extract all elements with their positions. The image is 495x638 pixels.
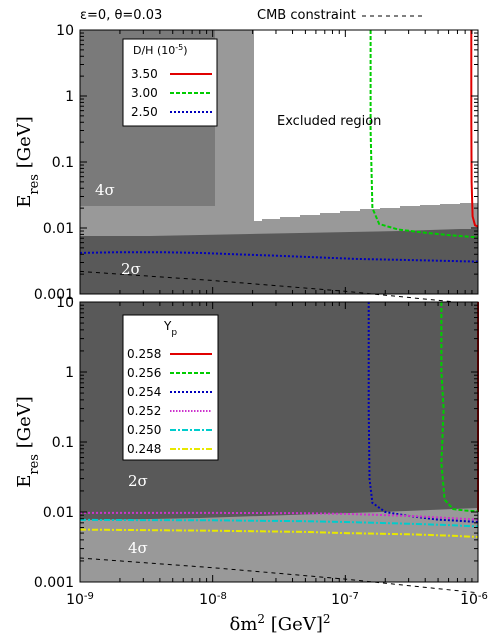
bottom-curve-0-250 [79, 518, 479, 528]
top-ytick-01: 0.1 [52, 155, 74, 171]
bottom-legend-box [122, 314, 219, 461]
cmb-legend-label: CMB constraint [257, 8, 356, 23]
excluded-region-label: Excluded region [277, 114, 381, 129]
top-curve-cmb-constraint [79, 270, 479, 305]
bottom-ylabel: Eres [GeV] [14, 396, 42, 488]
top-legend-title: D/H (10-5) [133, 43, 188, 58]
top-2sigma-label: 2σ [121, 260, 141, 278]
top-curve-3-50 [470, 30, 479, 228]
bottom-legend-label-0254: 0.254 [127, 385, 161, 399]
bottom-curve-0-252 [80, 511, 479, 521]
top-4sigma-label: 4σ [95, 181, 115, 199]
bottom-4sigma-label: 4σ [128, 539, 148, 557]
top-ytick-1: 1 [65, 89, 74, 105]
bottom-curve-cmb-constraint [79, 557, 479, 594]
bottom-ytick-0001: 0.001 [34, 575, 74, 591]
bottom-legend-label-0256: 0.256 [127, 366, 161, 380]
bottom-ytick-01: 0.1 [52, 435, 74, 451]
bottom-legend-label-0248: 0.248 [127, 442, 161, 456]
top-panel: Excluded region 4σ 2σ D/H (10-5) 3.50 3.… [14, 23, 479, 305]
bottom-2sigma-label: 2σ [128, 472, 148, 490]
xlabel: δm2 [GeV]2 [230, 612, 331, 635]
top-ytick-0001: 0.001 [34, 287, 74, 303]
bottom-ytick-001: 0.01 [43, 505, 74, 521]
xtick-1e-8: 10-8 [199, 591, 227, 609]
params-label: ε=0, θ=0.03 [80, 8, 162, 23]
bottom-legend-label-0250: 0.250 [127, 423, 161, 437]
top-ticks [79, 29, 479, 295]
top-legend-label-250: 2.50 [131, 105, 158, 119]
top-curve-2-50 [79, 251, 479, 263]
bottom-ytick-1: 1 [65, 365, 74, 381]
top-legend-label-300: 3.00 [131, 86, 158, 100]
bottom-curve-0-248 [79, 528, 479, 538]
bottom-legend-label-0258: 0.258 [127, 347, 161, 361]
bottom-curve-0-254 [367, 302, 479, 523]
top-excluded-region [254, 30, 478, 221]
bottom-ticks [79, 301, 479, 583]
top-legend-label-350: 3.50 [131, 67, 158, 81]
bottom-ytick-10: 10 [56, 295, 74, 311]
top-ylabel: Eres [GeV] [14, 116, 42, 208]
top-curves [79, 30, 479, 305]
bottom-panel: 2σ 4σ Yp 0.258 0.256 0.254 0.252 0.250 0… [14, 295, 488, 635]
bottom-4sigma-region [80, 508, 478, 582]
top-ytick-10: 10 [56, 23, 74, 39]
bottom-legend: Yp 0.258 0.256 0.254 0.252 0.250 0.248 [122, 314, 219, 461]
top-curve-3-00 [369, 30, 479, 239]
bottom-legend-label-0252: 0.252 [127, 404, 161, 418]
top-ytick-001: 0.01 [43, 221, 74, 237]
xtick-1e-9: 10-9 [66, 591, 94, 609]
top-legend: D/H (10-5) 3.50 3.00 2.50 [122, 38, 218, 127]
xtick-1e-6: 10-6 [460, 591, 488, 609]
xtick-1e-7: 10-7 [331, 591, 359, 609]
